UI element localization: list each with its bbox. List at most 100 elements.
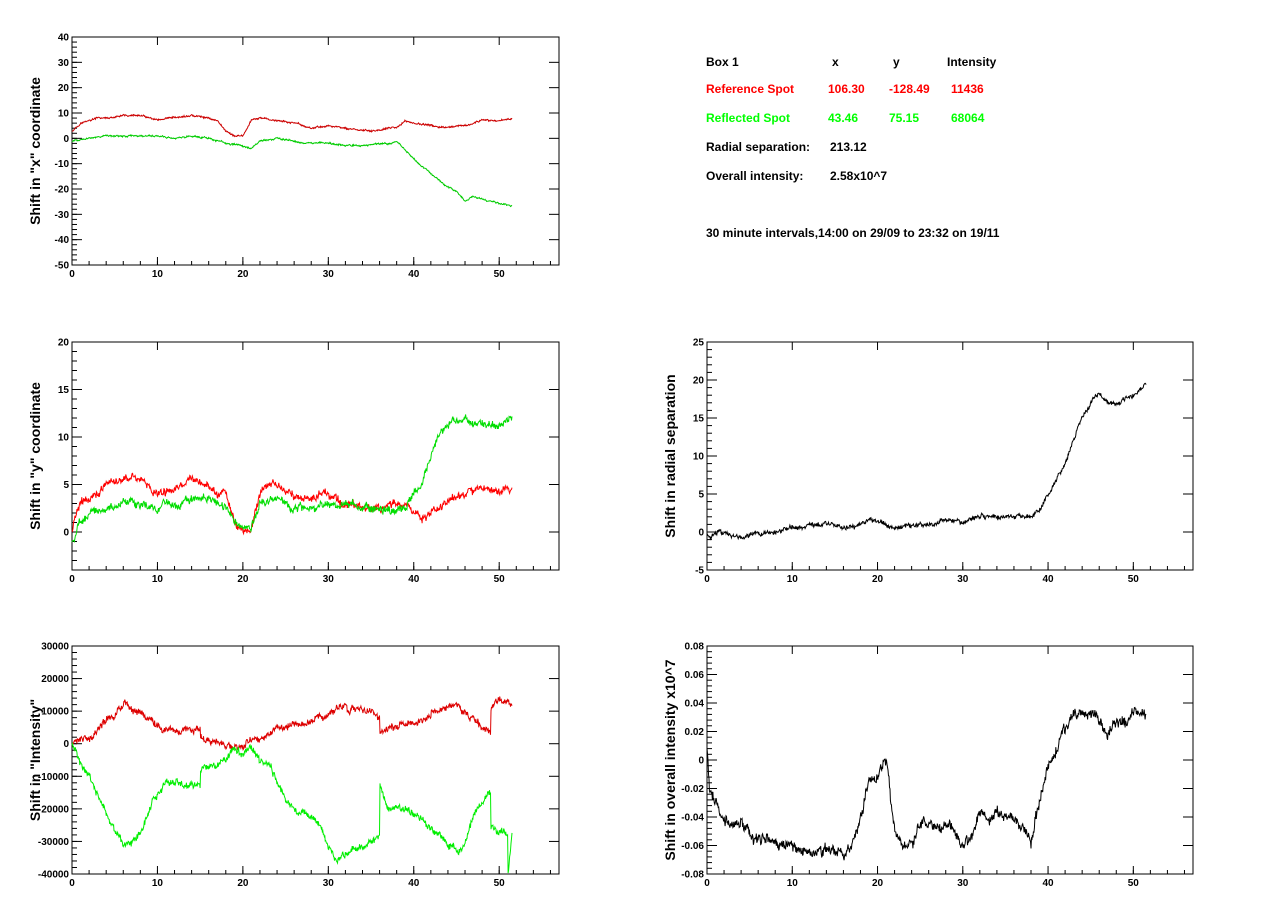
y-tick-label: -40 bbox=[55, 235, 70, 246]
reference-spot-x: 106.30 bbox=[828, 82, 865, 96]
column-header-x: x bbox=[832, 55, 839, 69]
x-tick-label: 50 bbox=[1128, 574, 1140, 585]
intensity-shift-chart: 0 10 20 30 40 50 -40000 -30000 -20000 -10000 0 1000… bbox=[27, 642, 560, 889]
overall-intensity-label: Overall intensity: bbox=[706, 169, 804, 183]
column-header-y: y bbox=[893, 55, 900, 69]
y-tick-label: 0.06 bbox=[685, 670, 705, 681]
x-tick-label: 10 bbox=[152, 269, 164, 280]
y-tick-label: 10 bbox=[693, 452, 705, 463]
y-tick-label: -0.04 bbox=[681, 813, 704, 824]
y-tick-label: 40 bbox=[58, 33, 70, 44]
radial-separation-value: 213.12 bbox=[830, 140, 867, 154]
overall-intensity-chart: 0 10 20 30 40 50 -0.08 -0.06 -0.04 -0.02 0 0.02 0.04… bbox=[662, 642, 1194, 889]
overall-intensity-value: 2.58x10^7 bbox=[830, 169, 888, 183]
x-tick-label: 40 bbox=[408, 269, 420, 280]
x-tick-label: 50 bbox=[494, 878, 506, 889]
plot-frame bbox=[71, 341, 560, 571]
y-axis-title: Shift in radial separation bbox=[662, 374, 678, 537]
y-tick-label: -20000 bbox=[38, 804, 70, 815]
y-tick-label: 5 bbox=[63, 480, 69, 491]
x-tick-label: 40 bbox=[408, 878, 420, 889]
y-tick-label: -10 bbox=[55, 159, 70, 170]
y-tick-label: -5 bbox=[695, 566, 704, 577]
y-tick-label: 0 bbox=[63, 134, 69, 145]
y-tick-label: 20 bbox=[58, 83, 70, 94]
y-tick-label: -0.06 bbox=[681, 841, 704, 852]
x-tick-label: 20 bbox=[237, 269, 249, 280]
reflected-spot-x: 43.46 bbox=[828, 111, 859, 125]
y-tick-label: 15 bbox=[58, 385, 70, 396]
plot-frame bbox=[71, 645, 560, 875]
y-axis-title: Shift in "x" coordinate bbox=[27, 77, 43, 225]
x-tick-label: 50 bbox=[494, 269, 506, 280]
y-tick-label: -0.08 bbox=[681, 870, 704, 881]
x-tick-label: 30 bbox=[957, 574, 969, 585]
x-tick-label: 10 bbox=[787, 574, 799, 585]
reflected-spot-label: Reflected Spot bbox=[706, 111, 791, 125]
series-line bbox=[71, 134, 513, 208]
y-tick-label: 10000 bbox=[41, 707, 69, 718]
series-line bbox=[71, 696, 513, 752]
y-tick-label: 0.02 bbox=[685, 727, 705, 738]
x-tick-label: 30 bbox=[323, 269, 335, 280]
y-tick-label: 0 bbox=[63, 528, 69, 539]
y-tick-label: 10 bbox=[58, 109, 70, 120]
y-tick-label: 30 bbox=[58, 58, 70, 69]
y-tick-label: 0 bbox=[698, 528, 704, 539]
y-axis-title: Shift in "y" coordinate bbox=[27, 382, 43, 530]
y-axis-title: Shift in overall intensity x10^7 bbox=[662, 659, 678, 860]
y-tick-label: 10 bbox=[58, 433, 70, 444]
reference-spot-label: Reference Spot bbox=[706, 82, 795, 96]
radial-separation-label: Radial separation: bbox=[706, 140, 811, 154]
series-line bbox=[71, 414, 513, 544]
x-tick-label: 30 bbox=[323, 878, 335, 889]
x-tick-label: 10 bbox=[152, 574, 164, 585]
y-shift-chart: 0 10 20 30 40 50 0 5 10 15 20 Shift in "y" coordina… bbox=[27, 338, 560, 585]
y-tick-label: -0.02 bbox=[681, 784, 704, 795]
y-tick-label: 30000 bbox=[41, 642, 69, 653]
y-tick-label: -40000 bbox=[38, 870, 70, 881]
column-header-intensity: Intensity bbox=[947, 55, 997, 69]
x-tick-label: 20 bbox=[872, 574, 884, 585]
y-tick-label: -30000 bbox=[38, 837, 70, 848]
x-shift-chart: 0 10 20 30 40 50 -50 -40 -30 -20 -10 0 10 20 30 40 Shift… bbox=[27, 33, 560, 280]
x-tick-label: 0 bbox=[69, 574, 75, 585]
plot-frame bbox=[706, 645, 1194, 875]
x-tick-label: 0 bbox=[69, 878, 75, 889]
y-tick-label: 0.08 bbox=[685, 642, 705, 653]
y-tick-label: -20 bbox=[55, 185, 70, 196]
x-tick-label: 20 bbox=[872, 878, 884, 889]
interval-note: 30 minute intervals,14:00 on 29/09 to 23… bbox=[706, 226, 1000, 240]
y-tick-label: 0.04 bbox=[685, 699, 705, 710]
reference-spot-intensity: 11436 bbox=[951, 82, 984, 96]
y-tick-label: 20000 bbox=[41, 674, 69, 685]
series-line bbox=[71, 472, 513, 536]
y-tick-label: 0 bbox=[63, 739, 69, 750]
x-tick-label: 40 bbox=[1042, 878, 1054, 889]
y-tick-label: 0 bbox=[698, 756, 704, 767]
y-tick-label: 25 bbox=[693, 338, 705, 349]
x-tick-label: 50 bbox=[1128, 878, 1140, 889]
series-line bbox=[71, 113, 513, 138]
reference-spot-y: -128.49 bbox=[889, 82, 930, 96]
plot-frame bbox=[71, 36, 560, 266]
y-tick-label: -10000 bbox=[38, 772, 70, 783]
x-tick-label: 10 bbox=[787, 878, 799, 889]
y-axis-title: Shift in "Intensity" bbox=[27, 699, 43, 821]
x-tick-label: 0 bbox=[69, 269, 75, 280]
y-tick-label: 20 bbox=[693, 376, 705, 387]
x-tick-label: 30 bbox=[957, 878, 969, 889]
x-tick-label: 0 bbox=[704, 574, 710, 585]
x-tick-label: 50 bbox=[494, 574, 506, 585]
x-tick-label: 30 bbox=[323, 574, 335, 585]
y-tick-label: 20 bbox=[58, 338, 70, 349]
series-line bbox=[706, 706, 1147, 861]
y-tick-label: -50 bbox=[55, 261, 70, 272]
x-tick-label: 10 bbox=[152, 878, 164, 889]
y-tick-label: -30 bbox=[55, 210, 70, 221]
reflected-spot-intensity: 68064 bbox=[951, 111, 985, 125]
x-tick-label: 20 bbox=[237, 878, 249, 889]
plot-frame bbox=[706, 341, 1194, 571]
